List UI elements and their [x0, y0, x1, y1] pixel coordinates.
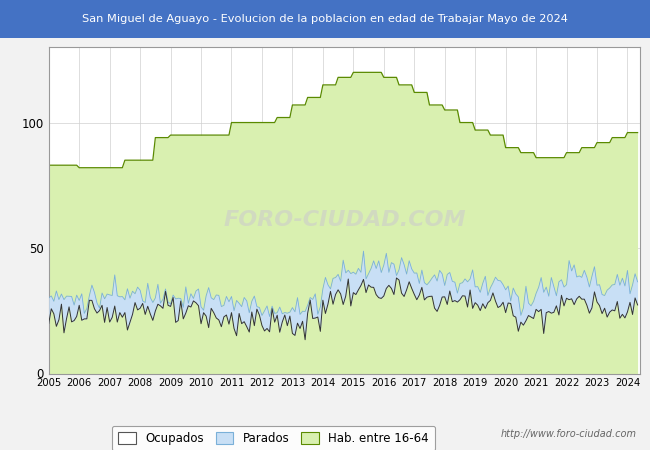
- Text: San Miguel de Aguayo - Evolucion de la poblacion en edad de Trabajar Mayo de 202: San Miguel de Aguayo - Evolucion de la p…: [82, 14, 568, 24]
- Text: FORO-CIUDAD.COM: FORO-CIUDAD.COM: [223, 210, 466, 230]
- Legend: Ocupados, Parados, Hab. entre 16-64: Ocupados, Parados, Hab. entre 16-64: [112, 426, 435, 450]
- Text: http://www.foro-ciudad.com: http://www.foro-ciudad.com: [501, 429, 637, 439]
